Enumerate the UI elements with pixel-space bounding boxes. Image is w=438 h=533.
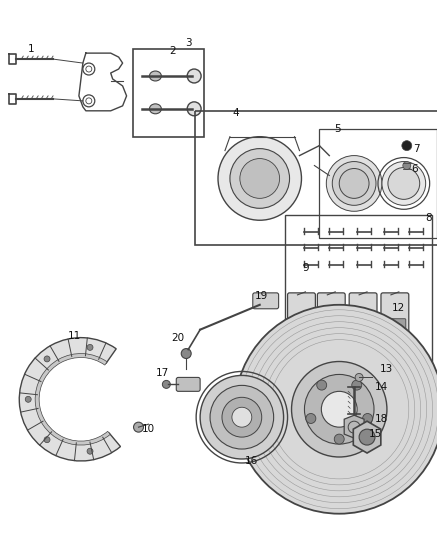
Text: 10: 10 [142,424,155,434]
Bar [285,215,431,379]
FancyBboxPatch shape [352,319,374,362]
Circle shape [230,149,290,208]
Circle shape [87,448,93,454]
FancyBboxPatch shape [384,319,406,362]
Circle shape [25,397,31,402]
Circle shape [134,422,144,432]
Circle shape [402,141,412,151]
Circle shape [306,414,316,423]
Text: 16: 16 [245,456,258,466]
Text: 12: 12 [392,303,406,313]
Bar [133,49,204,136]
FancyBboxPatch shape [176,377,200,391]
Circle shape [382,161,426,205]
Circle shape [317,380,327,390]
Polygon shape [344,415,364,438]
FancyBboxPatch shape [318,293,345,372]
Circle shape [187,69,201,83]
FancyBboxPatch shape [290,319,312,362]
Circle shape [232,407,252,427]
FancyBboxPatch shape [253,293,279,309]
Circle shape [218,136,301,220]
Bar [319,129,437,238]
Ellipse shape [149,71,161,81]
Text: 4: 4 [233,108,239,118]
Circle shape [321,391,357,427]
Text: 2: 2 [169,46,176,56]
FancyBboxPatch shape [349,293,377,372]
Text: 7: 7 [413,143,420,154]
Text: 17: 17 [156,368,169,378]
Text: 1: 1 [28,44,35,54]
Circle shape [181,349,191,359]
Text: 19: 19 [255,291,268,301]
Text: 18: 18 [374,414,388,424]
Circle shape [222,397,262,437]
Circle shape [403,161,411,169]
Ellipse shape [149,104,161,114]
Circle shape [187,102,201,116]
Circle shape [162,381,170,389]
Text: 15: 15 [368,429,381,439]
FancyBboxPatch shape [381,293,409,372]
Text: 3: 3 [185,38,191,48]
Circle shape [240,158,279,198]
Circle shape [200,375,283,459]
Circle shape [292,361,387,457]
Circle shape [326,156,382,211]
Text: 9: 9 [302,263,309,273]
Circle shape [355,374,363,382]
Text: 6: 6 [411,164,418,174]
FancyBboxPatch shape [320,319,342,362]
Circle shape [44,356,50,362]
Circle shape [87,344,93,350]
Bar [195,111,438,245]
Text: 20: 20 [172,333,185,343]
Circle shape [352,380,362,390]
Circle shape [235,305,438,514]
Circle shape [210,385,274,449]
Wedge shape [35,353,110,445]
Wedge shape [19,337,120,461]
Circle shape [304,375,374,444]
Text: 14: 14 [374,382,388,392]
Text: 11: 11 [68,330,81,341]
FancyBboxPatch shape [288,293,315,372]
Text: 5: 5 [334,124,341,134]
Text: 13: 13 [380,365,394,375]
Circle shape [334,434,344,444]
Circle shape [363,414,373,423]
Circle shape [359,429,375,445]
Circle shape [44,437,50,443]
Circle shape [332,161,376,205]
Polygon shape [353,421,381,453]
Circle shape [339,168,369,198]
Text: 8: 8 [425,213,432,223]
Circle shape [388,167,420,199]
